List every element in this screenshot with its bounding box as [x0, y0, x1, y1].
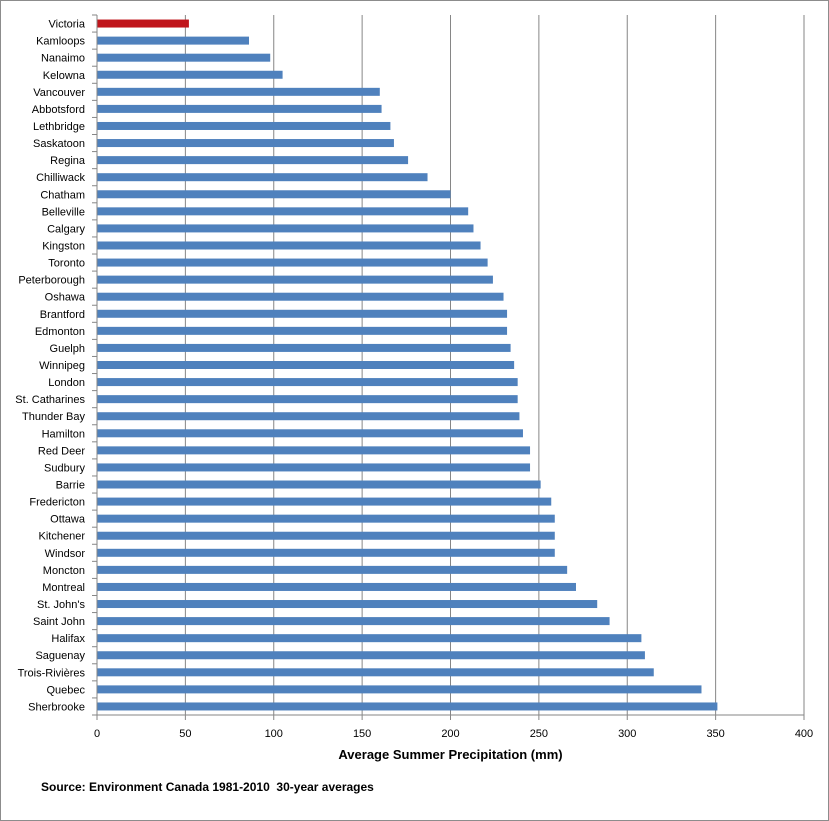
category-label: London	[48, 377, 85, 389]
bar	[97, 190, 451, 199]
bar	[97, 87, 380, 96]
category-label: Saint John	[33, 616, 85, 628]
bar	[97, 651, 645, 660]
bar	[97, 104, 382, 113]
bar	[97, 258, 488, 267]
category-label: Guelph	[50, 343, 85, 355]
category-label: Kitchener	[39, 531, 86, 543]
category-label: Victoria	[49, 19, 86, 31]
bar	[97, 463, 531, 472]
bar	[97, 446, 531, 455]
bar	[97, 600, 598, 609]
category-label: St. Catharines	[15, 394, 85, 406]
category-label: Barrie	[56, 480, 85, 492]
category-label: Trois-Rivières	[18, 667, 86, 679]
category-label: Calgary	[47, 223, 85, 235]
bar	[97, 343, 511, 352]
category-label: Saskatoon	[33, 138, 85, 150]
category-label: Ottawa	[50, 514, 86, 526]
category-label: Brantford	[40, 309, 85, 321]
bar	[97, 395, 518, 404]
category-label: Saguenay	[35, 650, 85, 662]
x-tick-label: 100	[265, 728, 283, 740]
bar	[97, 224, 474, 233]
bar	[97, 412, 520, 421]
bar	[97, 531, 555, 540]
x-tick-label: 250	[530, 728, 548, 740]
category-label: Windsor	[45, 548, 86, 560]
bar	[97, 309, 508, 318]
bar	[97, 53, 271, 62]
category-label: Quebec	[46, 684, 85, 696]
bar	[97, 173, 428, 182]
category-label: Hamilton	[42, 428, 85, 440]
bar	[97, 668, 654, 677]
x-tick-label: 0	[94, 728, 100, 740]
x-tick-label: 200	[441, 728, 459, 740]
category-label: Abbotsford	[32, 104, 85, 116]
category-label: Kelowna	[43, 70, 86, 82]
x-tick-label: 400	[795, 728, 813, 740]
bar	[97, 275, 493, 284]
category-label: Fredericton	[29, 497, 85, 509]
category-label: Red Deer	[38, 445, 85, 457]
bar	[97, 582, 576, 591]
bar	[97, 156, 409, 165]
bar	[97, 617, 610, 626]
source-note: Source: Environment Canada 1981-2010 30-…	[41, 780, 374, 794]
category-label: Sudbury	[44, 462, 85, 474]
category-label: Chatham	[40, 189, 85, 201]
bar	[97, 497, 552, 506]
bar	[97, 480, 541, 489]
category-label: Sherbrooke	[28, 701, 85, 713]
bar	[97, 241, 481, 250]
category-label: Kingston	[42, 240, 85, 252]
bar	[97, 548, 555, 557]
bar	[97, 429, 523, 438]
bar	[97, 361, 515, 369]
x-tick-label: 350	[706, 728, 724, 740]
bar	[97, 207, 469, 216]
bar	[97, 19, 189, 28]
bar	[97, 121, 391, 130]
bar	[97, 702, 718, 711]
bar	[97, 565, 568, 574]
bar	[97, 139, 394, 148]
bar	[97, 378, 518, 387]
bar	[97, 514, 555, 523]
bar	[97, 70, 283, 79]
x-tick-label: 300	[618, 728, 636, 740]
bar	[97, 634, 642, 643]
bar	[97, 326, 508, 335]
category-label: Peterborough	[18, 275, 85, 287]
category-label: Edmonton	[35, 326, 85, 338]
category-label: Kamloops	[36, 36, 85, 48]
category-label: Montreal	[42, 582, 85, 594]
category-label: St. John's	[37, 599, 85, 611]
category-label: Winnipeg	[39, 360, 85, 372]
bar	[97, 685, 702, 694]
category-label: Halifax	[51, 633, 85, 645]
category-label: Nanaimo	[41, 53, 85, 65]
category-label: Oshawa	[45, 292, 86, 304]
x-axis-title: Average Summer Precipitation (mm)	[338, 747, 562, 762]
category-label: Belleville	[42, 206, 85, 218]
bar	[97, 292, 504, 301]
category-label: Lethbridge	[33, 121, 85, 133]
x-tick-label: 50	[179, 728, 191, 740]
category-label: Moncton	[43, 565, 85, 577]
category-label: Regina	[50, 155, 86, 167]
category-label: Chilliwack	[36, 172, 85, 184]
x-tick-label: 150	[353, 728, 371, 740]
category-label: Thunder Bay	[22, 411, 85, 423]
category-label: Vancouver	[33, 87, 85, 99]
category-label: Toronto	[48, 258, 85, 270]
bar	[97, 36, 250, 45]
